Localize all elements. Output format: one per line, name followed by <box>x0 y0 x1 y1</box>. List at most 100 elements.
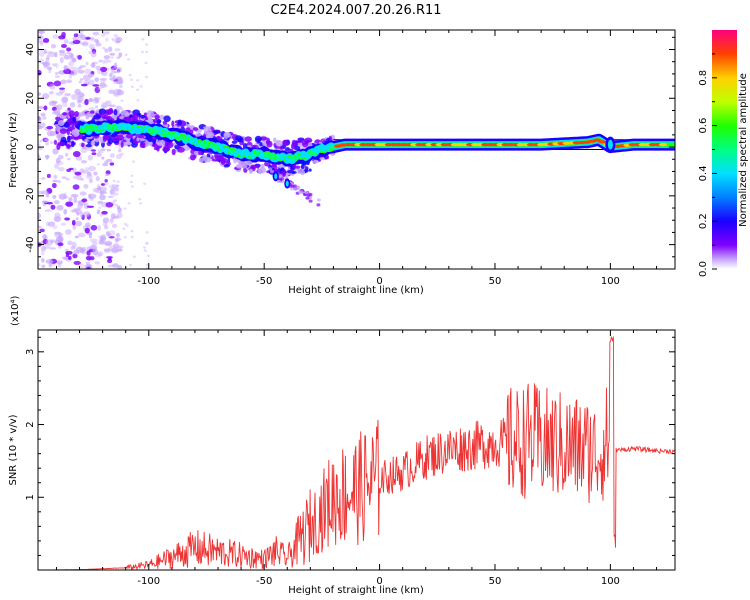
x-tick-label: 50 <box>489 576 502 587</box>
noise-blob <box>65 177 70 181</box>
noise-blob <box>95 42 102 47</box>
noise-blob <box>103 55 111 60</box>
noise-blob <box>84 167 90 172</box>
snr-multiplier: (x10⁴) <box>10 295 21 326</box>
noise-blob <box>94 261 100 265</box>
noise-blob <box>145 50 149 54</box>
spectral-blob <box>299 190 304 194</box>
x-tick-label: 100 <box>601 276 620 287</box>
noise-blob <box>77 96 84 102</box>
noise-blob <box>90 224 98 231</box>
noise-blob <box>71 57 77 63</box>
noise-blob <box>95 105 99 109</box>
ridge-core <box>320 146 326 152</box>
noise-blob <box>107 195 114 199</box>
spectral-blob <box>94 137 100 143</box>
noise-blob <box>136 88 140 92</box>
noise-blob <box>107 257 112 261</box>
spectral-blob <box>177 119 183 126</box>
y-tick-label: 40 <box>25 43 36 56</box>
spectral-blob <box>250 165 255 170</box>
spectral-blob <box>248 168 253 174</box>
spectral-blob <box>171 120 175 128</box>
ridge-core <box>132 126 138 132</box>
noise-blob <box>79 168 85 173</box>
noise-blob <box>77 104 82 108</box>
spectrogram-ylabel: Frequency (Hz) <box>8 112 19 188</box>
noise-blob <box>52 63 57 67</box>
noise-blob <box>86 266 91 269</box>
figure-title: C2E4.2024.007.20.26.R11 <box>270 3 441 18</box>
noise-blob <box>45 154 49 160</box>
noise-blob <box>99 213 104 217</box>
noise-blob <box>53 80 62 87</box>
x-tick-label: 0 <box>376 576 382 587</box>
y-tick-label: 0 <box>25 144 36 150</box>
spectral-blob <box>57 141 66 147</box>
noise-blob <box>48 262 52 268</box>
y-tick-label: -20 <box>25 188 36 204</box>
noise-blob <box>67 240 73 246</box>
noise-blob <box>83 184 89 189</box>
noise-blob <box>82 74 91 81</box>
noise-blob <box>107 232 112 238</box>
noise-blob <box>80 159 88 164</box>
noise-blob <box>100 66 108 73</box>
noise-blob <box>115 203 119 207</box>
noise-blob <box>106 67 110 71</box>
x-tick-label: -100 <box>137 576 160 587</box>
spectral-blob <box>245 160 253 165</box>
noise-blob <box>42 93 50 100</box>
noise-blob <box>78 66 83 70</box>
noise-blob <box>104 160 109 164</box>
spectral-blob <box>244 136 252 142</box>
spectral-blob <box>163 115 171 123</box>
noise-blob <box>73 260 81 265</box>
noise-blob <box>122 227 126 230</box>
noise-blob <box>85 61 89 66</box>
noise-blob <box>86 171 92 177</box>
noise-blob <box>109 188 113 195</box>
noise-blob <box>51 182 57 189</box>
spectral-blob <box>316 198 321 202</box>
noise-blob <box>92 31 100 36</box>
spectral-blob <box>294 142 298 147</box>
noise-blob <box>80 41 89 46</box>
noise-blob <box>111 183 116 187</box>
noise-blob <box>125 224 129 227</box>
spectral-blob <box>296 142 304 148</box>
noise-blob <box>96 152 102 157</box>
noise-blob <box>42 37 50 43</box>
noise-blob <box>55 160 64 166</box>
noise-blob <box>71 241 77 248</box>
ridge-core <box>239 151 245 157</box>
noise-blob <box>116 180 120 183</box>
colorbar-tick-label: 0.8 <box>698 70 709 86</box>
noise-blob <box>77 202 83 210</box>
noise-blob <box>38 122 46 129</box>
noise-blob <box>71 94 78 100</box>
noise-blob <box>50 204 56 210</box>
noise-blob <box>97 202 101 205</box>
noise-blob <box>85 261 91 265</box>
noise-blob <box>50 140 54 145</box>
ridge-core <box>86 126 92 132</box>
noise-blob <box>42 234 47 240</box>
noise-blob <box>101 156 105 160</box>
noise-blob <box>71 209 77 213</box>
noise-blob <box>82 211 91 217</box>
noise-blob <box>145 242 149 245</box>
spectrogram-panel: -100 -50 0 50 100 40 20 0 -20 -40 Height of strai… <box>8 29 676 296</box>
spectral-blob <box>198 157 204 163</box>
noise-blob <box>88 43 96 50</box>
noise-blob <box>118 39 122 42</box>
noise-blob <box>143 249 147 252</box>
noise-blob <box>50 43 57 49</box>
noise-blob <box>80 83 88 87</box>
spectral-blob <box>295 165 301 169</box>
spectral-blob <box>125 133 133 139</box>
spectral-blob <box>273 137 277 143</box>
noise-blob <box>114 48 121 52</box>
snr-axes: -100 -50 0 50 100 1 2 3 <box>25 330 675 587</box>
